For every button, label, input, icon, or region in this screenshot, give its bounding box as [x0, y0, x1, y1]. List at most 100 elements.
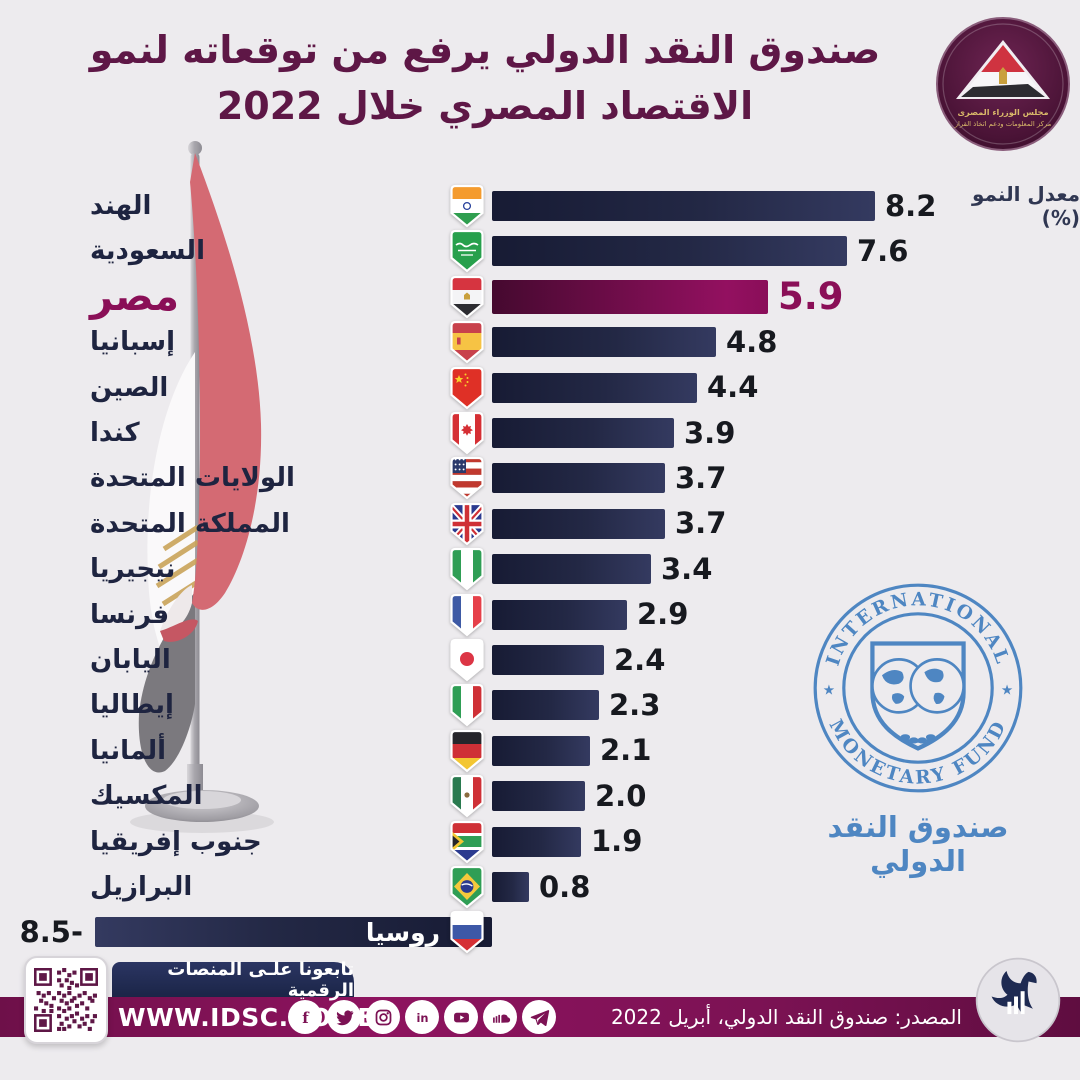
- value-label: 1.9: [591, 824, 643, 859]
- flag-france-icon: [450, 593, 484, 637]
- chart-row: المكسيك 2.0: [0, 775, 1080, 818]
- bar: [492, 372, 697, 403]
- flag-saudi-arabia-icon: [450, 230, 484, 273]
- country-label: المملكة المتحدة: [90, 508, 290, 539]
- flag-uk-icon: [450, 502, 484, 546]
- social-instagram-icon[interactable]: [366, 1000, 400, 1034]
- value-label: 3.7: [675, 506, 727, 541]
- social-linkedin-icon[interactable]: in: [405, 1000, 439, 1034]
- bar: [492, 327, 716, 358]
- flag-germany-icon: [450, 729, 484, 773]
- country-label: نيجيريا: [90, 554, 176, 585]
- idsc-eagle-icon: [991, 970, 1037, 1015]
- imf-logo: INTERNATIONAL MONETARY FUND ★ ★: [813, 583, 1023, 793]
- value-label: 8.2: [885, 188, 937, 223]
- bar: [492, 508, 665, 539]
- flag-italy-icon: [450, 684, 484, 727]
- svg-text:MONETARY FUND: MONETARY FUND: [824, 716, 1011, 789]
- imf-star-right: ★: [1001, 682, 1013, 698]
- bar: [492, 463, 665, 494]
- bar: [492, 279, 768, 314]
- social-twitter-icon[interactable]: [327, 1000, 361, 1034]
- value-label: 2.1: [600, 733, 652, 768]
- value-label: 5.9: [778, 275, 844, 319]
- cabinet-logo: مجلس الوزراء المصرى مركز المعلومات ودعم …: [936, 17, 1070, 151]
- value-label: 3.7: [675, 460, 727, 495]
- bar: [492, 236, 847, 267]
- imf-logo-block: INTERNATIONAL MONETARY FUND ★ ★ صن: [812, 582, 1024, 878]
- cabinet-logo-line2: مركز المعلومات ودعم اتخاذ القرار: [954, 120, 1052, 128]
- flag-egypt-icon: [450, 275, 484, 319]
- chart-row: مصر 5.9: [0, 275, 1080, 319]
- social-telegram-icon[interactable]: [522, 1000, 556, 1034]
- flag-canada-icon: [450, 411, 484, 455]
- country-label: جنوب إفريقيا: [90, 826, 262, 857]
- social-icons: f in: [288, 1000, 556, 1034]
- svg-text:f: f: [302, 1008, 310, 1026]
- flag-mexico-icon: [450, 775, 484, 818]
- eagle-emblem: [999, 67, 1007, 84]
- chart-row: إيطاليا 2.3: [0, 684, 1080, 727]
- value-label: 4.8: [726, 324, 778, 359]
- value-label: 7.6: [857, 233, 909, 268]
- flag-india-icon: [450, 184, 484, 228]
- bar: [492, 599, 627, 630]
- country-label: كندا: [90, 418, 140, 448]
- qr-code[interactable]: [24, 956, 108, 1044]
- source-text: المصدر: صندوق النقد الدولي، أبريل 2022: [610, 1005, 962, 1029]
- country-label: البرازيل: [90, 872, 193, 902]
- chart-row: الصين 4.4: [0, 366, 1080, 410]
- chart-row: روسيا 8.5-: [0, 911, 1080, 954]
- value-label: 3.4: [661, 551, 713, 586]
- imf-star-left: ★: [823, 682, 835, 698]
- imf-ring-bottom-text: MONETARY FUND: [824, 716, 1008, 789]
- bar: [492, 554, 651, 585]
- svg-text:in: in: [416, 1010, 428, 1024]
- bar: روسيا: [95, 917, 492, 948]
- social-facebook-icon[interactable]: f: [288, 1000, 322, 1034]
- chart-row: نيجيريا 3.4: [0, 548, 1080, 591]
- country-label: فرنسا: [90, 599, 170, 630]
- country-label: المكسيك: [90, 781, 203, 812]
- value-label: 2.9: [637, 597, 689, 632]
- follow-us-tab: تابعونا علـى المنصات الرقمية: [112, 959, 354, 1001]
- country-label: الولايات المتحدة: [90, 463, 295, 494]
- bar: [492, 781, 585, 812]
- bar: [492, 645, 604, 675]
- page-title-line1: صندوق النقد الدولي يرفع من توقعاته لنمو: [89, 28, 881, 72]
- flag-usa-icon: [450, 457, 484, 500]
- bar: [492, 690, 599, 721]
- country-label: السعودية: [90, 236, 205, 267]
- value-label: 8.5-: [19, 914, 83, 949]
- bar: [492, 418, 674, 448]
- social-soundcloud-icon[interactable]: [483, 1000, 517, 1034]
- flag-china-icon: [450, 366, 484, 410]
- imf-shield: [870, 641, 966, 751]
- social-youtube-icon[interactable]: [444, 1000, 478, 1034]
- chart-row: السعودية 7.6: [0, 230, 1080, 273]
- flag-russia-icon: [450, 911, 484, 954]
- value-label: 3.9: [684, 415, 736, 450]
- qr-pattern: [34, 968, 98, 1032]
- flag-spain-icon: [450, 321, 484, 364]
- chart-row: إسبانيا 4.8: [0, 321, 1080, 364]
- chart-row: كندا 3.9: [0, 411, 1080, 455]
- value-label: 2.3: [609, 687, 661, 722]
- chart-row: جنوب إفريقيا 1.9: [0, 820, 1080, 864]
- country-label: الهند: [90, 191, 152, 221]
- country-label: إيطاليا: [90, 690, 174, 721]
- cabinet-logo-line1: مجلس الوزراء المصرى: [957, 107, 1048, 118]
- idsc-eagle-badge: [975, 957, 1061, 1043]
- country-label: اليابان: [90, 645, 171, 675]
- chart-row: البرازيل 0.8: [0, 865, 1080, 909]
- country-label: الصين: [90, 372, 169, 403]
- page-title: صندوق النقد الدولي يرفع من توقعاته لنمو …: [55, 22, 915, 134]
- flag-nigeria-icon: [450, 548, 484, 591]
- country-label: ألمانيا: [90, 735, 167, 766]
- flag-red-band: [190, 153, 262, 610]
- chart-row: الولايات المتحدة 3.7: [0, 457, 1080, 500]
- chart-row: الهند 8.2: [0, 184, 1080, 228]
- chart-row: ألمانيا 2.1: [0, 729, 1080, 773]
